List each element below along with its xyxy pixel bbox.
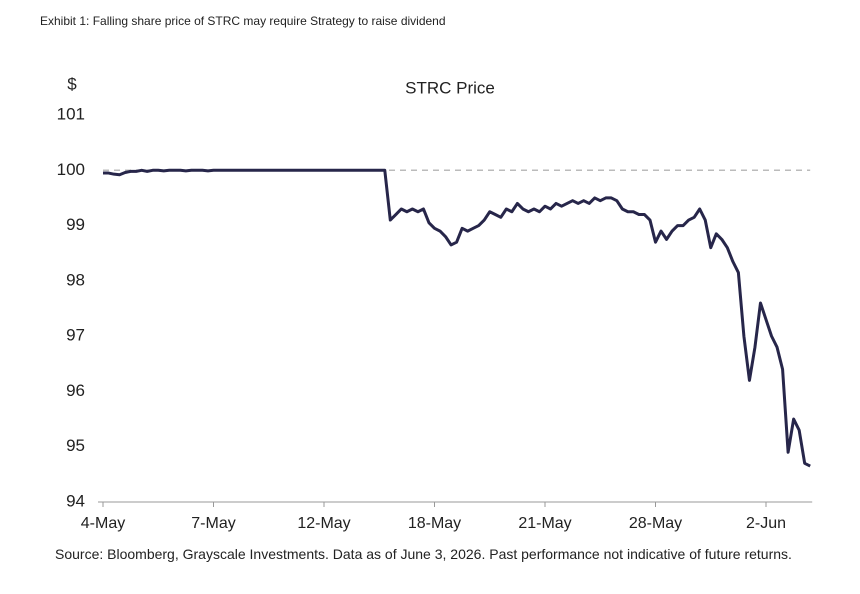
x-tick-label: 7-May (191, 515, 235, 532)
y-tick-label: 94 (66, 491, 85, 510)
source-note: Source: Bloomberg, Grayscale Investments… (55, 546, 792, 562)
y-tick-label: 96 (66, 381, 85, 400)
y-tick-label: 100 (57, 160, 85, 179)
y-tick-label: 101 (57, 104, 85, 123)
y-tick-label: 98 (66, 270, 85, 289)
y-tick-label: 99 (66, 215, 85, 234)
y-axis-label: $ (67, 74, 77, 93)
chart-title: STRC Price (405, 78, 495, 97)
y-tick-label: 95 (66, 436, 85, 455)
x-tick-label: 28-May (629, 515, 682, 532)
exhibit-title: Exhibit 1: Falling share price of STRC m… (40, 14, 446, 28)
price-line (103, 168, 811, 468)
x-tick-label: 18-May (408, 515, 461, 532)
x-tick-label: 21-May (518, 515, 571, 532)
y-tick-label: 97 (66, 326, 85, 345)
x-tick-label: 2-Jun (746, 515, 786, 532)
x-tick-label: 4-May (81, 515, 125, 532)
x-tick-label: 12-May (297, 515, 350, 532)
